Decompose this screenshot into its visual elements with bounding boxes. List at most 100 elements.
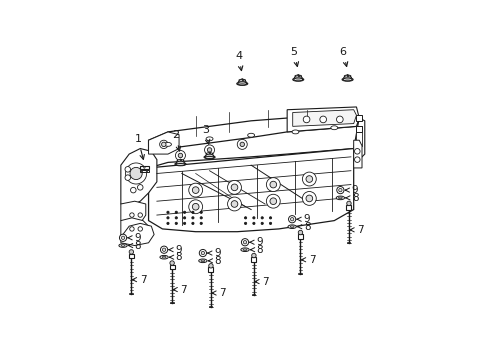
- Circle shape: [337, 186, 344, 194]
- Text: 9: 9: [345, 185, 358, 195]
- Circle shape: [270, 181, 277, 188]
- Circle shape: [303, 116, 310, 123]
- Ellipse shape: [176, 163, 185, 165]
- Ellipse shape: [206, 153, 213, 155]
- Text: 9: 9: [297, 214, 310, 224]
- Circle shape: [178, 153, 183, 158]
- Circle shape: [200, 217, 202, 219]
- Ellipse shape: [177, 160, 184, 162]
- Circle shape: [130, 227, 134, 231]
- Circle shape: [227, 197, 242, 211]
- Ellipse shape: [293, 78, 304, 81]
- Circle shape: [240, 142, 245, 147]
- Ellipse shape: [238, 82, 247, 85]
- Circle shape: [183, 222, 186, 225]
- Polygon shape: [293, 110, 356, 126]
- Circle shape: [129, 250, 134, 254]
- Circle shape: [180, 159, 181, 160]
- Ellipse shape: [160, 255, 168, 259]
- Ellipse shape: [237, 82, 248, 85]
- Circle shape: [175, 217, 177, 219]
- Ellipse shape: [162, 256, 166, 258]
- Circle shape: [192, 222, 194, 225]
- Text: 7: 7: [212, 288, 226, 298]
- Polygon shape: [148, 112, 359, 154]
- Circle shape: [261, 217, 263, 219]
- Ellipse shape: [206, 137, 213, 141]
- Text: 2: 2: [172, 130, 181, 151]
- Circle shape: [253, 217, 255, 219]
- Text: 8: 8: [128, 240, 141, 251]
- Circle shape: [183, 211, 186, 213]
- Circle shape: [160, 140, 168, 149]
- Circle shape: [192, 211, 194, 213]
- Circle shape: [189, 200, 203, 214]
- Bar: [346, 205, 351, 210]
- Circle shape: [302, 192, 316, 205]
- Text: 9: 9: [128, 233, 141, 243]
- Circle shape: [245, 222, 246, 225]
- Bar: [356, 126, 362, 132]
- Circle shape: [231, 184, 238, 191]
- Circle shape: [141, 171, 143, 172]
- Circle shape: [138, 227, 143, 231]
- Circle shape: [347, 201, 351, 206]
- Text: 9: 9: [208, 248, 220, 258]
- Ellipse shape: [295, 75, 302, 77]
- Ellipse shape: [206, 154, 214, 157]
- Circle shape: [207, 148, 212, 152]
- Circle shape: [200, 222, 202, 225]
- Ellipse shape: [175, 162, 186, 166]
- Ellipse shape: [199, 259, 207, 262]
- Circle shape: [120, 234, 126, 242]
- Circle shape: [267, 177, 280, 192]
- Circle shape: [122, 236, 125, 239]
- Text: 9: 9: [169, 245, 182, 255]
- Bar: [140, 166, 149, 169]
- Circle shape: [138, 185, 143, 190]
- Circle shape: [138, 213, 143, 217]
- Circle shape: [125, 163, 147, 184]
- Circle shape: [193, 187, 199, 193]
- Circle shape: [175, 211, 177, 213]
- Text: 7: 7: [173, 284, 187, 294]
- Polygon shape: [356, 126, 362, 146]
- Ellipse shape: [119, 244, 127, 247]
- Bar: [251, 257, 256, 262]
- Bar: [170, 265, 174, 269]
- Text: 7: 7: [350, 225, 364, 235]
- Circle shape: [231, 201, 238, 207]
- Text: 9: 9: [250, 237, 263, 247]
- Circle shape: [193, 203, 199, 210]
- Circle shape: [162, 142, 166, 147]
- Circle shape: [270, 198, 277, 204]
- Ellipse shape: [336, 196, 344, 200]
- Ellipse shape: [176, 161, 184, 163]
- Circle shape: [189, 183, 203, 197]
- Circle shape: [339, 188, 342, 192]
- Bar: [208, 267, 214, 272]
- Ellipse shape: [339, 197, 343, 199]
- Text: 8: 8: [208, 256, 221, 266]
- Circle shape: [167, 217, 169, 219]
- Ellipse shape: [343, 77, 351, 79]
- Circle shape: [130, 187, 136, 193]
- Circle shape: [242, 79, 243, 80]
- Ellipse shape: [239, 79, 245, 81]
- Circle shape: [204, 145, 215, 155]
- Bar: [297, 75, 299, 76]
- Circle shape: [167, 211, 169, 213]
- Bar: [347, 75, 348, 76]
- Circle shape: [267, 194, 280, 208]
- Circle shape: [130, 213, 134, 217]
- Circle shape: [201, 251, 204, 255]
- Circle shape: [252, 253, 256, 258]
- Circle shape: [192, 217, 194, 219]
- Ellipse shape: [204, 156, 215, 159]
- Circle shape: [170, 261, 174, 265]
- Circle shape: [161, 246, 168, 253]
- Circle shape: [337, 116, 343, 123]
- Ellipse shape: [247, 133, 255, 137]
- Bar: [356, 115, 362, 121]
- Circle shape: [320, 116, 326, 123]
